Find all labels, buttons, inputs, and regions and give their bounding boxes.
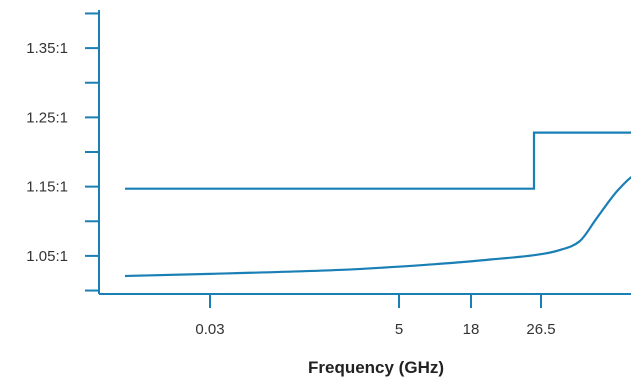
x-tick-label: 0.03	[195, 321, 224, 338]
y-tick-label: 1.05:1	[26, 248, 68, 265]
axes	[85, 10, 631, 308]
x-tick-label: 5	[395, 321, 403, 338]
tick-labels: 1.05:1 1.15:1 1.25:1 1.35:1 0.03 5 18 26.5	[26, 40, 555, 338]
x-axis-title: Frequency (GHz)	[308, 358, 444, 377]
y-tick-label: 1.35:1	[26, 40, 68, 57]
y-tick-label: 1.25:1	[26, 109, 68, 126]
x-tick-label: 26.5	[526, 321, 555, 338]
series-group	[124, 131, 631, 278]
x-tick-label: 18	[463, 321, 480, 338]
typical-vswr-curve	[124, 176, 631, 278]
y-tick-label: 1.15:1	[26, 179, 68, 196]
spec-limit-step-line	[125, 131, 631, 190]
